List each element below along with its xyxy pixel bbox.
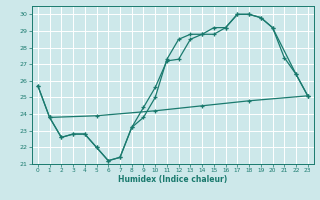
X-axis label: Humidex (Indice chaleur): Humidex (Indice chaleur)	[118, 175, 228, 184]
